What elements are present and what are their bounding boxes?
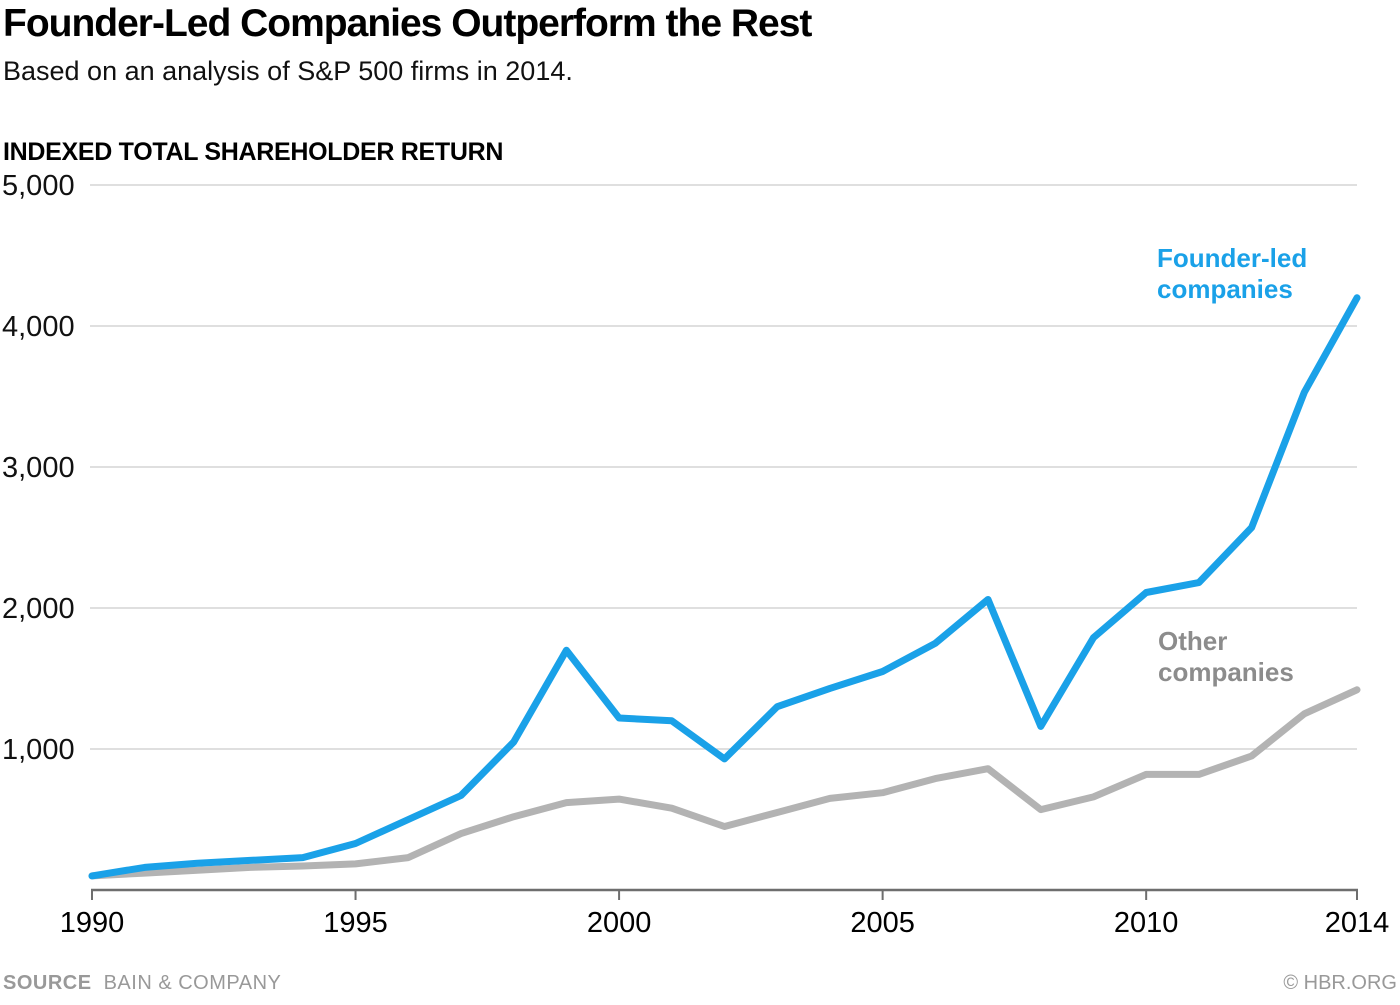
legend-founder-led: Founder-led companies	[1157, 243, 1307, 305]
x-tick-label: 1990	[60, 907, 125, 939]
legend-founder-led-line1: Founder-led	[1157, 243, 1308, 273]
source-name: BAIN & COMPANY	[103, 972, 282, 994]
x-axis: 1990 1995 2000 2005 2010 2014	[60, 888, 1390, 939]
source-credit: SOURCE BAIN & COMPANY	[3, 972, 281, 995]
legend-other-companies: Other companies	[1158, 626, 1294, 688]
founder-led-companies-line	[88, 294, 1361, 880]
x-tick-label: 2000	[587, 907, 652, 939]
hbr-credit: © HBR.ORG	[1283, 972, 1397, 994]
x-tick-label: 2014	[1325, 907, 1390, 939]
x-tick-label: 2005	[850, 907, 915, 939]
source-label: SOURCE	[3, 972, 92, 994]
y-tick-label: 3,000	[2, 452, 75, 484]
legend-other-companies-line2: companies	[1158, 657, 1294, 687]
y-tick-label: 2,000	[2, 593, 75, 625]
x-tick-label: 2010	[1114, 907, 1179, 939]
y-tick-label: 4,000	[2, 311, 75, 343]
legend-other-companies-line1: Other	[1158, 626, 1228, 656]
y-gridlines: 5,000 4,000 3,000 2,000 1,000	[2, 170, 1357, 766]
y-tick-label: 1,000	[2, 734, 75, 766]
y-axis-title: INDEXED TOTAL SHAREHOLDER RETURN	[3, 138, 504, 166]
y-tick-label: 5,000	[2, 170, 75, 202]
page-subtitle: Based on an analysis of S&P 500 firms in…	[3, 56, 573, 86]
x-tick-label: 1995	[323, 907, 388, 939]
other-companies-line	[88, 686, 1361, 880]
legend-founder-led-line2: companies	[1157, 274, 1293, 304]
page-title: Founder-Led Companies Outperform the Res…	[3, 2, 812, 45]
